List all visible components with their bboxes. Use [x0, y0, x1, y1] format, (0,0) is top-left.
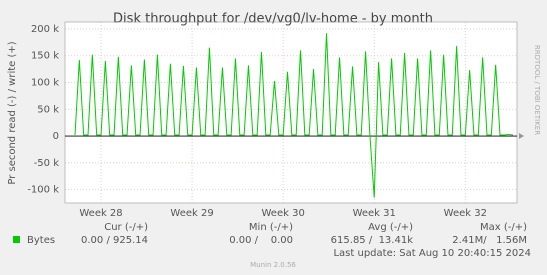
y-axis-label: Pr second read (-) / write (+) [7, 41, 18, 184]
x-tick-label: Week 32 [444, 208, 487, 219]
stats-header: Max (-/+) [480, 222, 527, 233]
stats-header: Avg (-/+) [368, 222, 413, 233]
y-tick-label: 200 k [31, 24, 59, 35]
y-tick-label: 50 k [37, 104, 59, 115]
axis-arrow [519, 133, 524, 140]
legend-label: Bytes [27, 235, 55, 246]
y-tick-label: 150 k [31, 51, 59, 62]
x-tick-label: Week 30 [262, 208, 305, 219]
y-tick-label: 100 k [31, 78, 59, 89]
x-tick-label: Week 31 [353, 208, 396, 219]
last-update: Last update: Sat Aug 10 20:40:15 2024 [333, 248, 531, 259]
stats-value: 615.85 / 13.41k [331, 235, 414, 246]
stats-value: 2.41M/ 1.56M [452, 235, 527, 246]
watermark: RRDTOOL / TOBI OETIKER [533, 45, 541, 135]
legend-swatch [13, 236, 20, 243]
footer: Munin 2.0.56 [250, 261, 296, 269]
chart-title: Disk throughput for /dev/vg0/lv-home - b… [113, 12, 433, 27]
y-tick-label: 0 [53, 131, 59, 142]
y-tick-label: -100 k [27, 185, 59, 196]
stats-value: 0.00 / 925.14 [81, 235, 148, 246]
line-series [74, 33, 514, 198]
plot-area [65, 22, 517, 203]
stats-header: Min (-/+) [249, 222, 293, 233]
plot-frame [64, 21, 518, 204]
y-tick-label: -50 k [34, 158, 60, 169]
x-tick-label: Week 29 [170, 208, 213, 219]
stats-value: 0.00 / 0.00 [229, 235, 293, 246]
stats-header: Cur (-/+) [104, 222, 148, 233]
x-tick-label: Week 28 [79, 208, 122, 219]
